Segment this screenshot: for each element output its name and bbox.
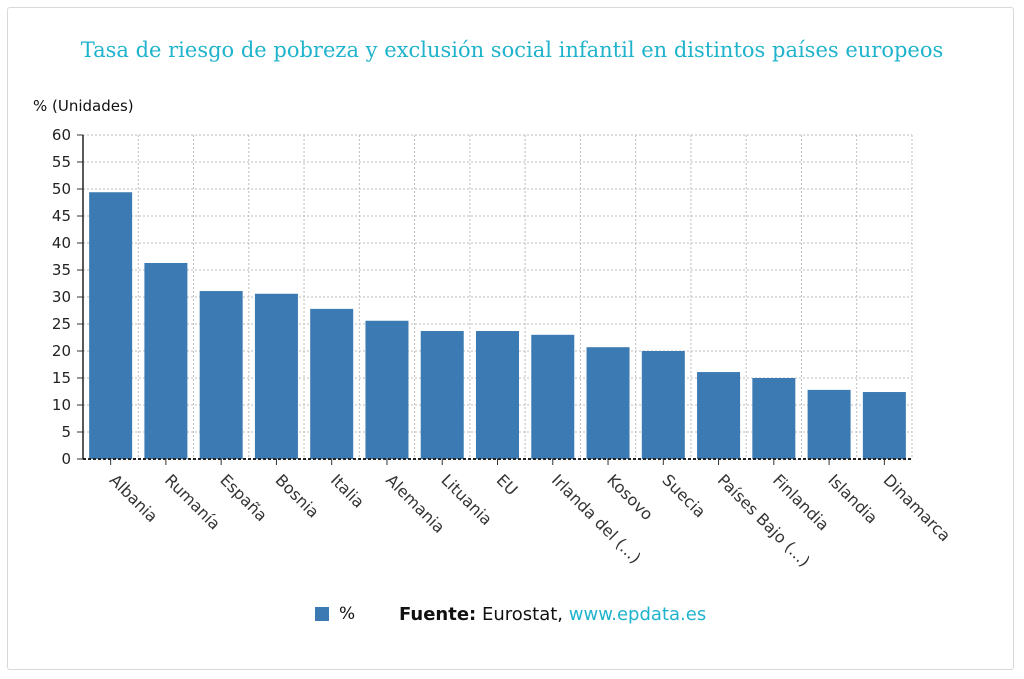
y-tick-label: 55 xyxy=(52,153,71,171)
y-tick-label: 30 xyxy=(52,288,71,306)
y-tick-label: 15 xyxy=(52,369,71,387)
bar xyxy=(641,351,685,459)
bar xyxy=(586,347,630,459)
bar xyxy=(199,291,243,459)
x-tick-label: Rumanía xyxy=(161,470,224,533)
bar xyxy=(807,389,851,459)
source-prefix: Fuente: xyxy=(399,604,477,625)
source-text: Eurostat, xyxy=(476,604,569,625)
bar xyxy=(531,334,575,459)
source-link[interactable]: www.epdata.es xyxy=(568,604,707,625)
x-tick-label: EU xyxy=(493,470,522,499)
x-tick-label: Islandia xyxy=(824,470,881,527)
x-tick-label: Suecia xyxy=(658,470,709,521)
y-tick-label: 25 xyxy=(52,315,71,333)
x-tick-label: Italia xyxy=(327,470,368,511)
bar xyxy=(365,320,409,459)
y-tick-label: 0 xyxy=(61,450,71,468)
x-tick-label: Países Bajo (...) xyxy=(714,470,814,570)
y-tick-label: 10 xyxy=(52,396,71,414)
source-note: Fuente: Eurostat, www.epdata.es xyxy=(399,604,706,625)
y-tick-label: 45 xyxy=(52,207,71,225)
bar xyxy=(310,308,354,459)
y-tick-label: 50 xyxy=(52,180,71,198)
y-tick-label: 40 xyxy=(52,234,71,252)
x-tick-label: Albania xyxy=(106,470,162,526)
bar xyxy=(144,262,188,459)
y-tick-label: 20 xyxy=(52,342,71,360)
y-axis-label: % (Unidades) xyxy=(33,97,134,115)
y-tick-label: 60 xyxy=(52,126,71,144)
x-tick-label: Kosovo xyxy=(603,470,657,524)
x-tick-label: España xyxy=(216,470,271,525)
legend-swatch xyxy=(315,607,329,621)
y-tick-label: 5 xyxy=(61,423,71,441)
x-tick-label: Bosnia xyxy=(272,470,323,521)
chart-title: Tasa de riesgo de pobreza y exclusión so… xyxy=(80,38,944,62)
bar xyxy=(862,392,906,459)
y-tick-label: 35 xyxy=(52,261,71,279)
bar xyxy=(420,331,464,459)
bar xyxy=(89,192,133,460)
bar xyxy=(697,372,741,459)
x-tick-label: Alemania xyxy=(382,470,448,536)
bar xyxy=(254,293,298,459)
bar xyxy=(752,378,796,459)
legend-label: % xyxy=(339,604,356,624)
bar xyxy=(476,331,519,459)
legend[interactable]: % xyxy=(315,604,355,624)
x-tick-label: Dinamarca xyxy=(880,470,955,545)
